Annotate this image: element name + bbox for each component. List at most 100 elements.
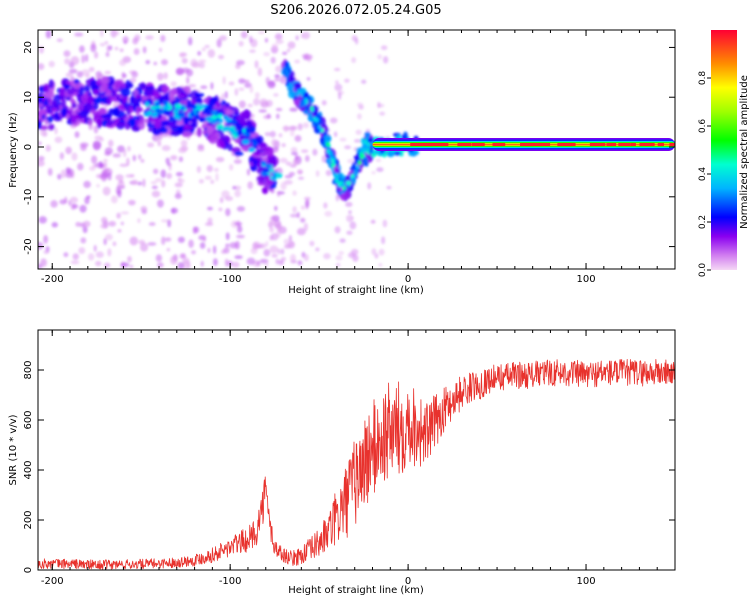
spectrogram-cell xyxy=(120,262,130,268)
spectrogram-cell xyxy=(295,92,300,97)
spectrogram-cell xyxy=(289,129,295,137)
spectrogram-cell xyxy=(59,87,65,97)
spectrogram-cell xyxy=(70,56,80,66)
spectrogram-cell xyxy=(76,71,84,78)
spectrogram-cell xyxy=(339,137,347,142)
spectrogram-cell xyxy=(217,113,223,119)
spectrogram-cell xyxy=(310,106,314,111)
spectrogram-cell xyxy=(300,205,306,210)
spectrogram-cell xyxy=(297,176,305,180)
spectrogram-cell xyxy=(191,118,198,127)
spectrogram-cell xyxy=(218,54,225,60)
spectrogram-cell xyxy=(271,138,277,147)
spectrogram-cell xyxy=(43,235,49,244)
spectrogram-cell xyxy=(211,119,218,125)
spectrogram-cell xyxy=(186,68,194,77)
spectrogram-cell xyxy=(211,115,218,120)
spectrogram-cell xyxy=(137,106,144,113)
spectrogram-cell xyxy=(82,226,88,234)
spectrogram-cell xyxy=(125,79,132,90)
spectrogram-cell xyxy=(77,101,86,111)
spectrogram-cell xyxy=(271,176,276,181)
spectrogram-cell xyxy=(265,260,269,268)
spectrogram-cell xyxy=(79,45,85,53)
spectrogram-cell xyxy=(277,248,282,255)
spectrogram-cell xyxy=(274,74,280,79)
spectrogram-cell xyxy=(149,105,156,110)
spectrogram-cell xyxy=(43,83,50,93)
spectrogram-cell xyxy=(119,163,129,167)
spectrogram-cell xyxy=(117,103,125,110)
spectrogram-cell xyxy=(119,48,124,52)
spectrogram-cell xyxy=(208,98,216,107)
spectrogram-cell xyxy=(207,247,211,253)
spectrogram-x-tick-label: -100 xyxy=(219,274,242,285)
spectrogram-cell xyxy=(300,149,309,153)
spectrogram-cell xyxy=(119,59,127,67)
spectrogram-cell xyxy=(287,41,296,49)
spectrogram-cell xyxy=(234,185,242,191)
spectrogram-cell xyxy=(195,109,200,114)
spectrogram-cell xyxy=(107,172,112,181)
spectrogram-cell xyxy=(177,92,188,100)
spectrogram-cell xyxy=(262,186,269,195)
spectrogram-frame xyxy=(37,29,676,270)
spectrogram-cell xyxy=(95,251,104,258)
carrier-peak xyxy=(423,143,436,147)
spectrogram-cell xyxy=(251,141,258,147)
spectrogram-cell xyxy=(72,203,79,209)
spectrogram-cell xyxy=(91,155,98,164)
spectrogram-cell xyxy=(247,181,254,190)
spectrogram-cell xyxy=(342,185,346,191)
spectrogram-cell xyxy=(386,185,392,190)
spectrogram-cell xyxy=(330,163,335,168)
spectrogram-cell xyxy=(207,217,213,224)
spectrogram-cell xyxy=(51,222,58,228)
spectrogram-cell xyxy=(71,152,78,161)
spectrogram-cell xyxy=(377,101,381,109)
snr-y-tick-label: 0 xyxy=(23,567,34,573)
spectrogram-cell xyxy=(333,67,341,72)
spectrogram-y-tick-label: -20 xyxy=(23,238,34,254)
spectrogram-cell xyxy=(38,160,45,167)
spectrogram-cell xyxy=(151,185,158,190)
spectrogram-cell xyxy=(359,152,364,157)
spectrogram-cell xyxy=(96,78,102,87)
spectrogram-cell xyxy=(123,148,127,158)
spectrogram-cell xyxy=(165,157,170,165)
spectrogram-cell xyxy=(47,167,53,176)
spectrogram-cell xyxy=(378,263,383,267)
spectrogram-cell xyxy=(176,103,182,110)
spectrogram-cell xyxy=(110,88,117,98)
spectrogram-cell xyxy=(288,73,293,84)
spectrogram-cell xyxy=(168,163,172,171)
spectrogram-cell xyxy=(346,230,353,235)
spectrogram-cell xyxy=(142,178,146,188)
spectrogram-cell xyxy=(349,221,357,230)
spectrogram-cell xyxy=(79,204,87,213)
spectrogram-cell xyxy=(38,63,45,71)
spectrogram-cell xyxy=(194,92,205,98)
spectrogram-cell xyxy=(275,258,280,265)
spectrogram-cell xyxy=(133,96,139,106)
spectrogram-cell xyxy=(186,76,190,85)
carrier-peak xyxy=(539,143,551,147)
spectrogram-cell xyxy=(177,236,185,243)
spectrogram-cell xyxy=(180,139,188,147)
spectrogram-cell xyxy=(182,260,190,269)
spectrogram-cell xyxy=(197,146,205,152)
spectrogram-cell xyxy=(100,30,104,38)
spectrogram-cell xyxy=(228,81,235,86)
spectrogram-cell xyxy=(99,160,103,169)
spectrogram-cell xyxy=(218,207,223,212)
spectrogram-cell xyxy=(245,127,251,134)
spectrogram-cell xyxy=(179,113,186,118)
spectrogram-cell xyxy=(151,112,158,118)
spectrogram-cell xyxy=(93,125,99,134)
spectrogram-cell xyxy=(273,93,279,97)
spectrogram-cell xyxy=(132,154,136,162)
carrier-peak xyxy=(532,143,542,147)
spectrogram-cell xyxy=(321,100,327,106)
spectrogram-cell xyxy=(234,240,240,250)
